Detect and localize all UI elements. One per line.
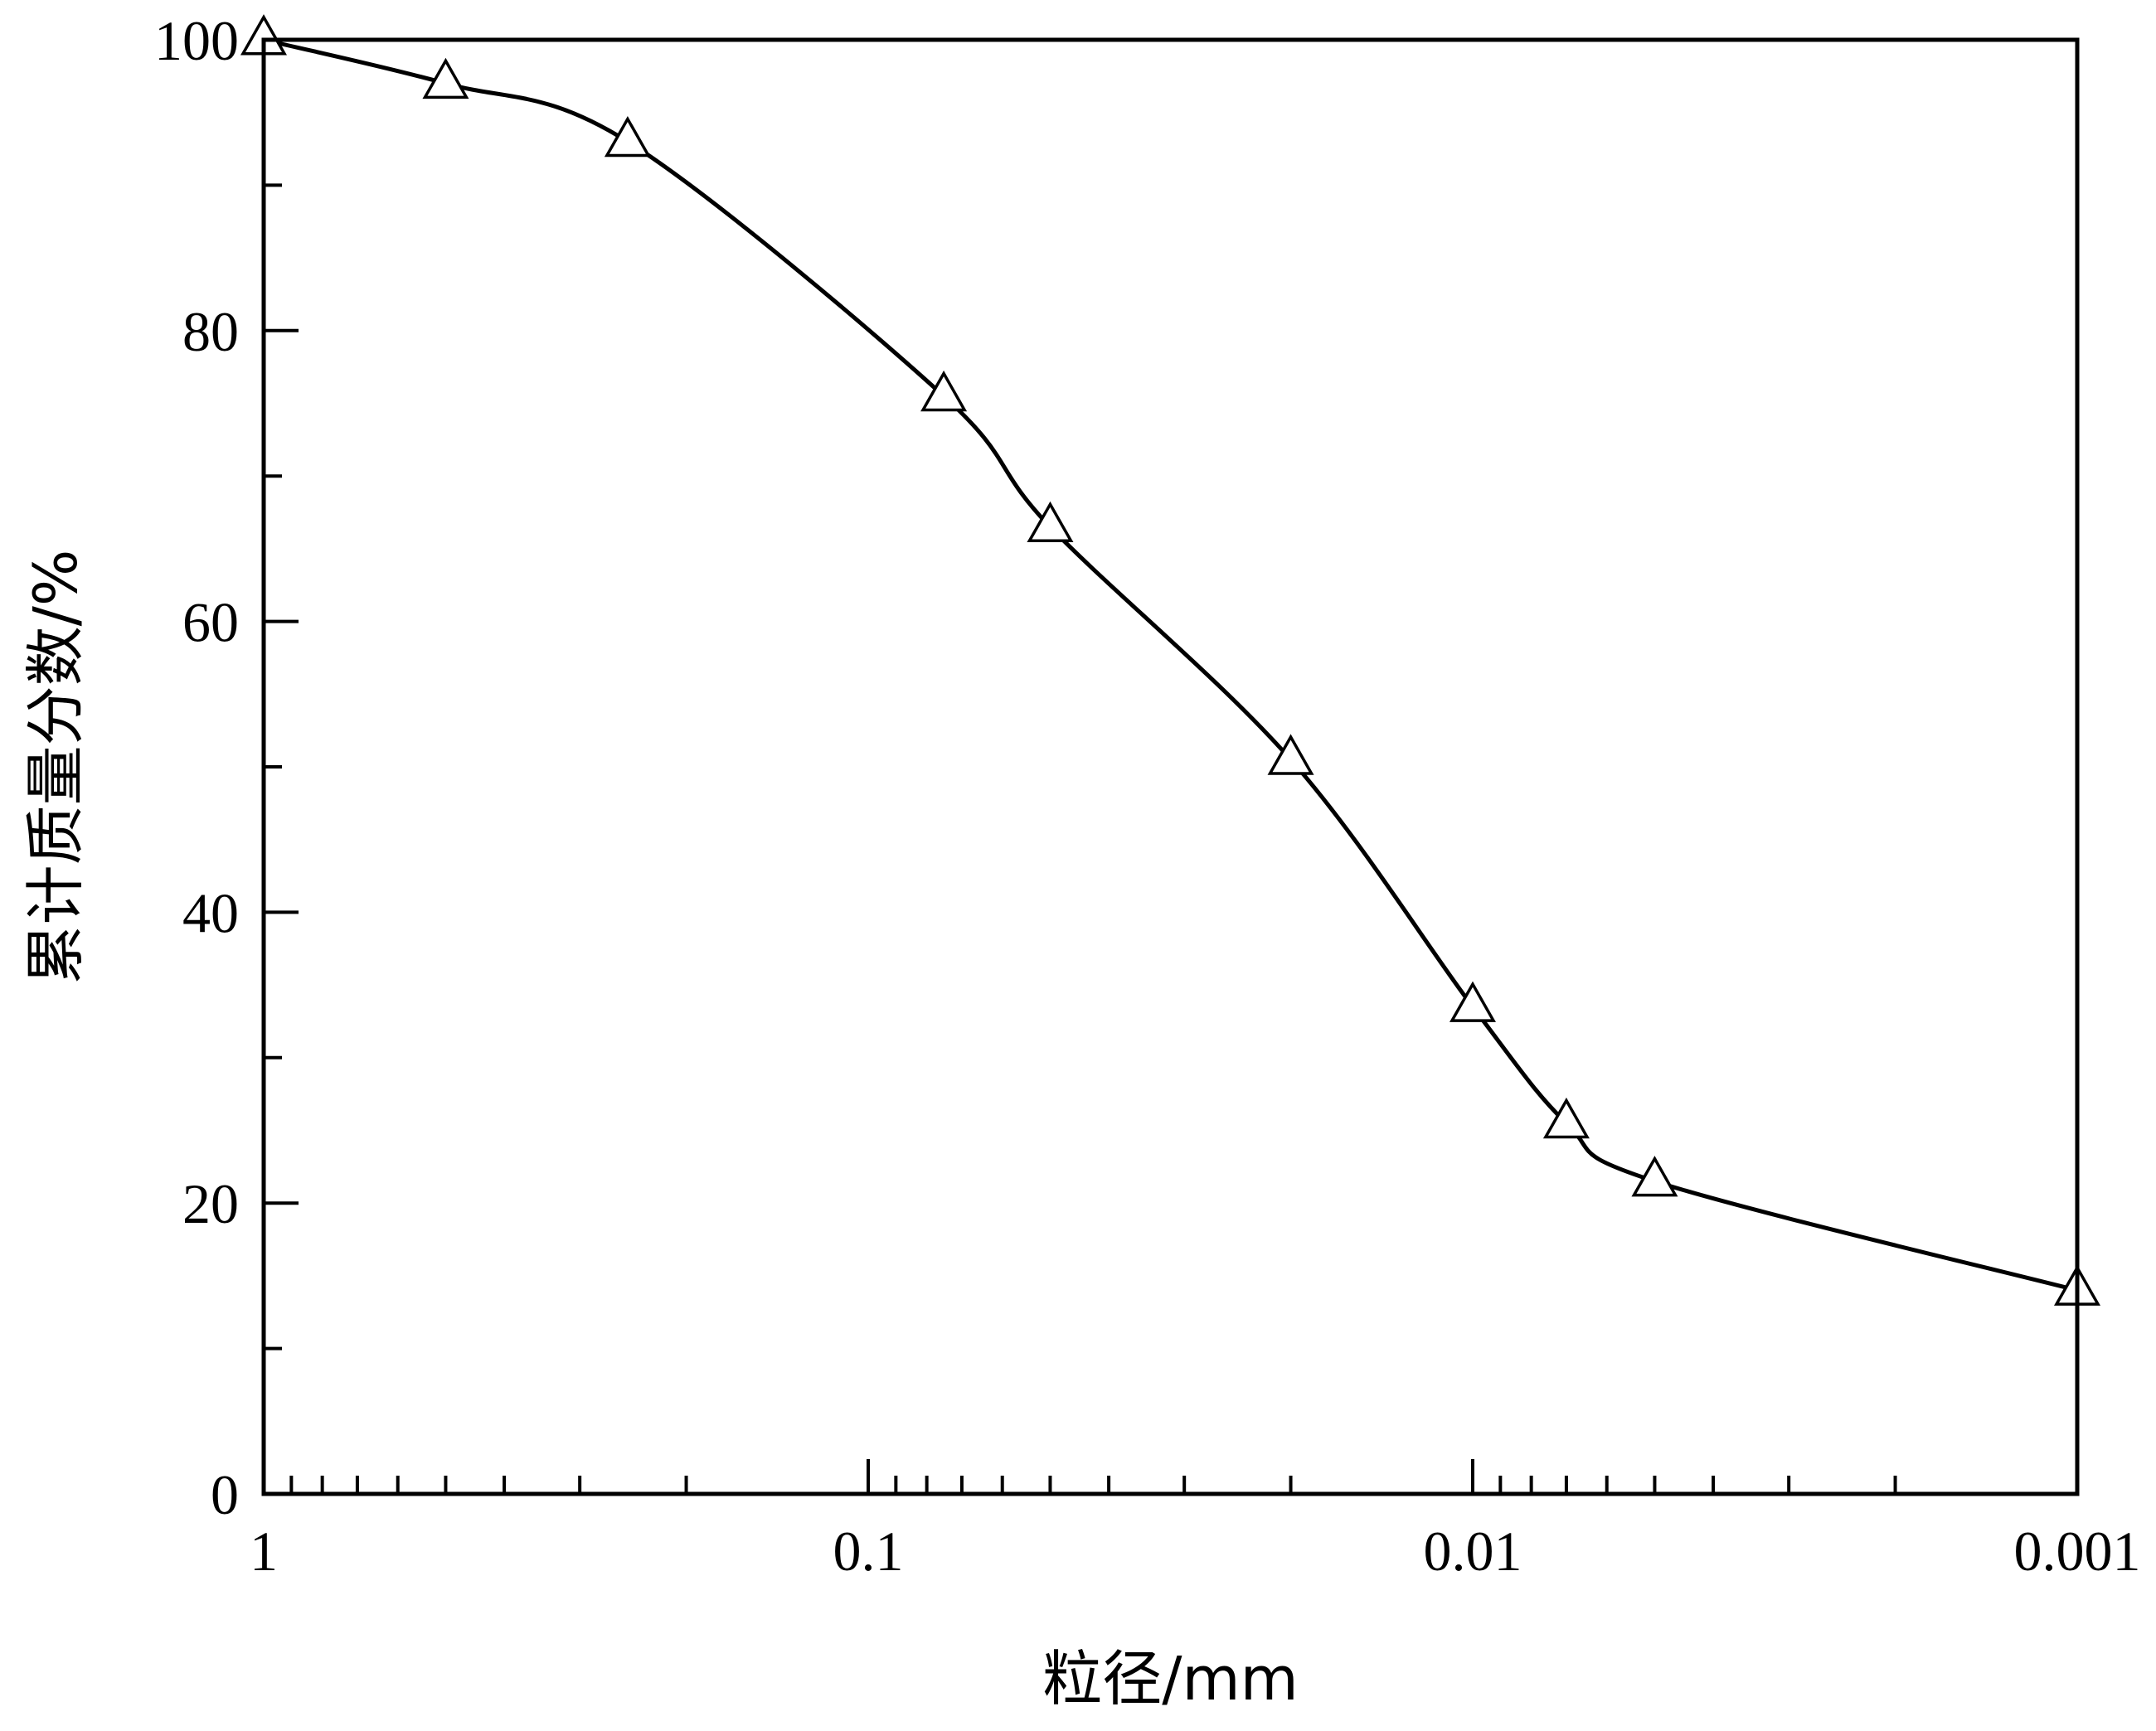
data-markers — [240, 14, 2101, 1306]
data-point-marker — [1449, 981, 1497, 1022]
data-point-marker — [604, 115, 651, 158]
data-point-marker — [1267, 734, 1314, 775]
series-line — [263, 37, 2078, 1292]
plot-frame — [261, 37, 2080, 1496]
y-tick-label: 20 — [182, 1172, 239, 1235]
data-point-marker — [920, 370, 968, 412]
data-point-marker — [1631, 1156, 1678, 1197]
y-axis-title: 累计质量分数/% — [21, 550, 90, 985]
x-tick-label: 0.1 — [833, 1520, 904, 1583]
data-point-marker — [422, 57, 469, 99]
y-tick-label: 60 — [182, 591, 239, 654]
data-point-marker — [1027, 501, 1074, 543]
y-tick-label: 0 — [211, 1463, 239, 1526]
y-axis-tick-labels: 0 20 40 60 80 100 — [154, 9, 239, 1526]
x-tick-label: 1 — [250, 1520, 278, 1583]
y-axis-ticks — [264, 38, 299, 1496]
y-tick-label: 100 — [154, 9, 239, 72]
y-tick-label: 80 — [182, 300, 239, 363]
data-point-marker — [1542, 1097, 1590, 1139]
x-axis-tick-labels: 1 0.1 0.01 0.001 — [250, 1520, 2141, 1583]
x-axis-ticks — [262, 1459, 2079, 1494]
x-tick-label: 0.01 — [1424, 1520, 1522, 1583]
x-tick-label: 0.001 — [2014, 1520, 2141, 1583]
y-tick-label: 40 — [182, 881, 239, 944]
x-axis-title: 粒径/mm — [1042, 1644, 1299, 1714]
